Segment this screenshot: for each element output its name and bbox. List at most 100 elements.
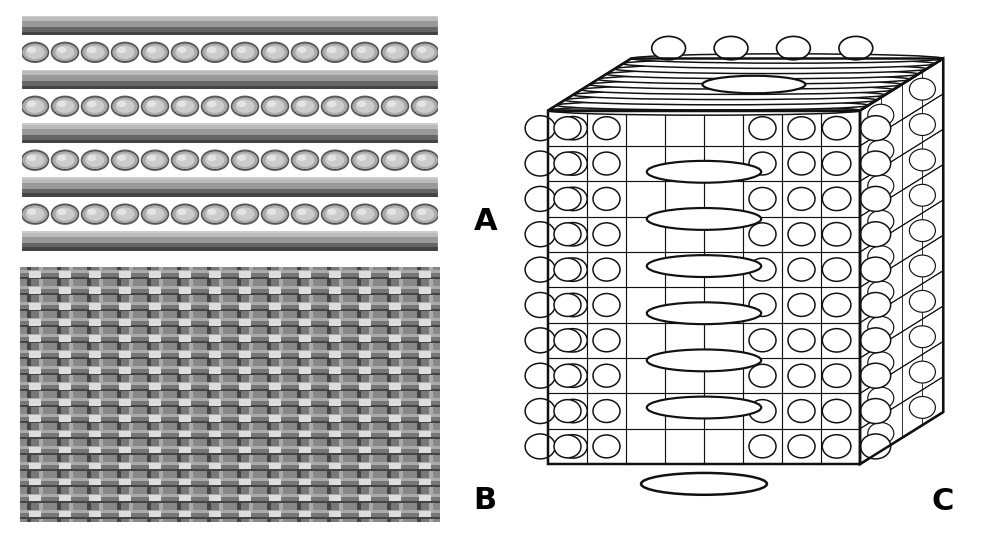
Ellipse shape: [21, 42, 49, 63]
Ellipse shape: [788, 117, 815, 140]
Ellipse shape: [909, 397, 935, 418]
FancyBboxPatch shape: [179, 287, 191, 294]
Ellipse shape: [355, 207, 375, 221]
Ellipse shape: [702, 76, 805, 93]
FancyBboxPatch shape: [20, 465, 440, 469]
Ellipse shape: [172, 43, 198, 62]
FancyBboxPatch shape: [269, 383, 281, 390]
FancyBboxPatch shape: [20, 385, 440, 389]
Ellipse shape: [57, 101, 66, 107]
FancyBboxPatch shape: [249, 266, 253, 522]
Ellipse shape: [355, 46, 375, 59]
FancyBboxPatch shape: [179, 415, 191, 422]
FancyBboxPatch shape: [20, 15, 440, 18]
Ellipse shape: [525, 328, 555, 353]
Ellipse shape: [175, 207, 195, 221]
Ellipse shape: [749, 152, 776, 175]
FancyBboxPatch shape: [147, 266, 151, 522]
FancyBboxPatch shape: [89, 415, 101, 422]
FancyBboxPatch shape: [239, 399, 251, 406]
FancyBboxPatch shape: [20, 481, 440, 485]
Ellipse shape: [117, 101, 126, 107]
Ellipse shape: [909, 255, 935, 277]
FancyBboxPatch shape: [59, 319, 71, 326]
Ellipse shape: [352, 97, 378, 116]
Ellipse shape: [291, 42, 319, 63]
Ellipse shape: [112, 205, 138, 223]
Ellipse shape: [382, 151, 408, 169]
Ellipse shape: [749, 117, 776, 140]
Ellipse shape: [295, 207, 315, 221]
FancyBboxPatch shape: [149, 287, 161, 294]
Text: A: A: [474, 207, 497, 236]
Ellipse shape: [868, 175, 894, 197]
Ellipse shape: [325, 100, 345, 113]
Ellipse shape: [51, 95, 79, 117]
FancyBboxPatch shape: [389, 383, 401, 390]
Ellipse shape: [415, 154, 435, 167]
Ellipse shape: [417, 208, 426, 215]
FancyBboxPatch shape: [389, 511, 401, 518]
Ellipse shape: [385, 46, 405, 59]
Ellipse shape: [559, 329, 587, 352]
FancyBboxPatch shape: [20, 433, 440, 437]
Ellipse shape: [868, 317, 894, 338]
Ellipse shape: [57, 47, 66, 53]
FancyBboxPatch shape: [149, 415, 161, 422]
Ellipse shape: [822, 364, 851, 387]
Ellipse shape: [322, 43, 348, 62]
Ellipse shape: [147, 155, 156, 161]
Ellipse shape: [593, 400, 620, 423]
FancyBboxPatch shape: [20, 357, 440, 359]
Ellipse shape: [201, 149, 229, 171]
FancyBboxPatch shape: [419, 415, 431, 422]
Ellipse shape: [381, 204, 409, 225]
FancyBboxPatch shape: [20, 398, 440, 401]
FancyBboxPatch shape: [239, 383, 251, 390]
FancyBboxPatch shape: [159, 266, 163, 522]
Ellipse shape: [647, 161, 761, 183]
Ellipse shape: [525, 187, 555, 212]
FancyBboxPatch shape: [20, 437, 440, 439]
FancyBboxPatch shape: [20, 318, 440, 321]
Ellipse shape: [559, 152, 587, 175]
FancyBboxPatch shape: [20, 270, 440, 273]
Ellipse shape: [292, 97, 318, 116]
Ellipse shape: [52, 97, 78, 116]
FancyBboxPatch shape: [59, 511, 71, 518]
FancyBboxPatch shape: [209, 335, 221, 342]
Ellipse shape: [327, 208, 336, 215]
FancyBboxPatch shape: [329, 383, 341, 390]
Ellipse shape: [265, 154, 285, 167]
Ellipse shape: [27, 101, 36, 107]
FancyBboxPatch shape: [20, 129, 440, 135]
FancyBboxPatch shape: [299, 399, 311, 406]
FancyBboxPatch shape: [59, 271, 71, 278]
Ellipse shape: [822, 399, 851, 423]
Ellipse shape: [822, 435, 851, 458]
Ellipse shape: [647, 208, 761, 230]
Ellipse shape: [525, 257, 555, 282]
FancyBboxPatch shape: [179, 351, 191, 358]
Ellipse shape: [171, 204, 199, 225]
FancyBboxPatch shape: [389, 479, 401, 486]
FancyBboxPatch shape: [20, 366, 440, 369]
Ellipse shape: [861, 257, 891, 282]
FancyBboxPatch shape: [369, 266, 373, 522]
Ellipse shape: [205, 154, 225, 167]
Ellipse shape: [593, 188, 620, 211]
FancyBboxPatch shape: [149, 431, 161, 438]
FancyBboxPatch shape: [20, 494, 440, 497]
Ellipse shape: [237, 101, 246, 107]
FancyBboxPatch shape: [299, 335, 311, 342]
FancyBboxPatch shape: [20, 446, 440, 449]
Ellipse shape: [55, 100, 75, 113]
Ellipse shape: [357, 208, 366, 215]
Ellipse shape: [868, 211, 894, 232]
Ellipse shape: [822, 258, 851, 281]
FancyBboxPatch shape: [419, 463, 431, 470]
Ellipse shape: [205, 207, 225, 221]
FancyBboxPatch shape: [389, 367, 401, 374]
Ellipse shape: [325, 46, 345, 59]
FancyBboxPatch shape: [389, 447, 401, 454]
